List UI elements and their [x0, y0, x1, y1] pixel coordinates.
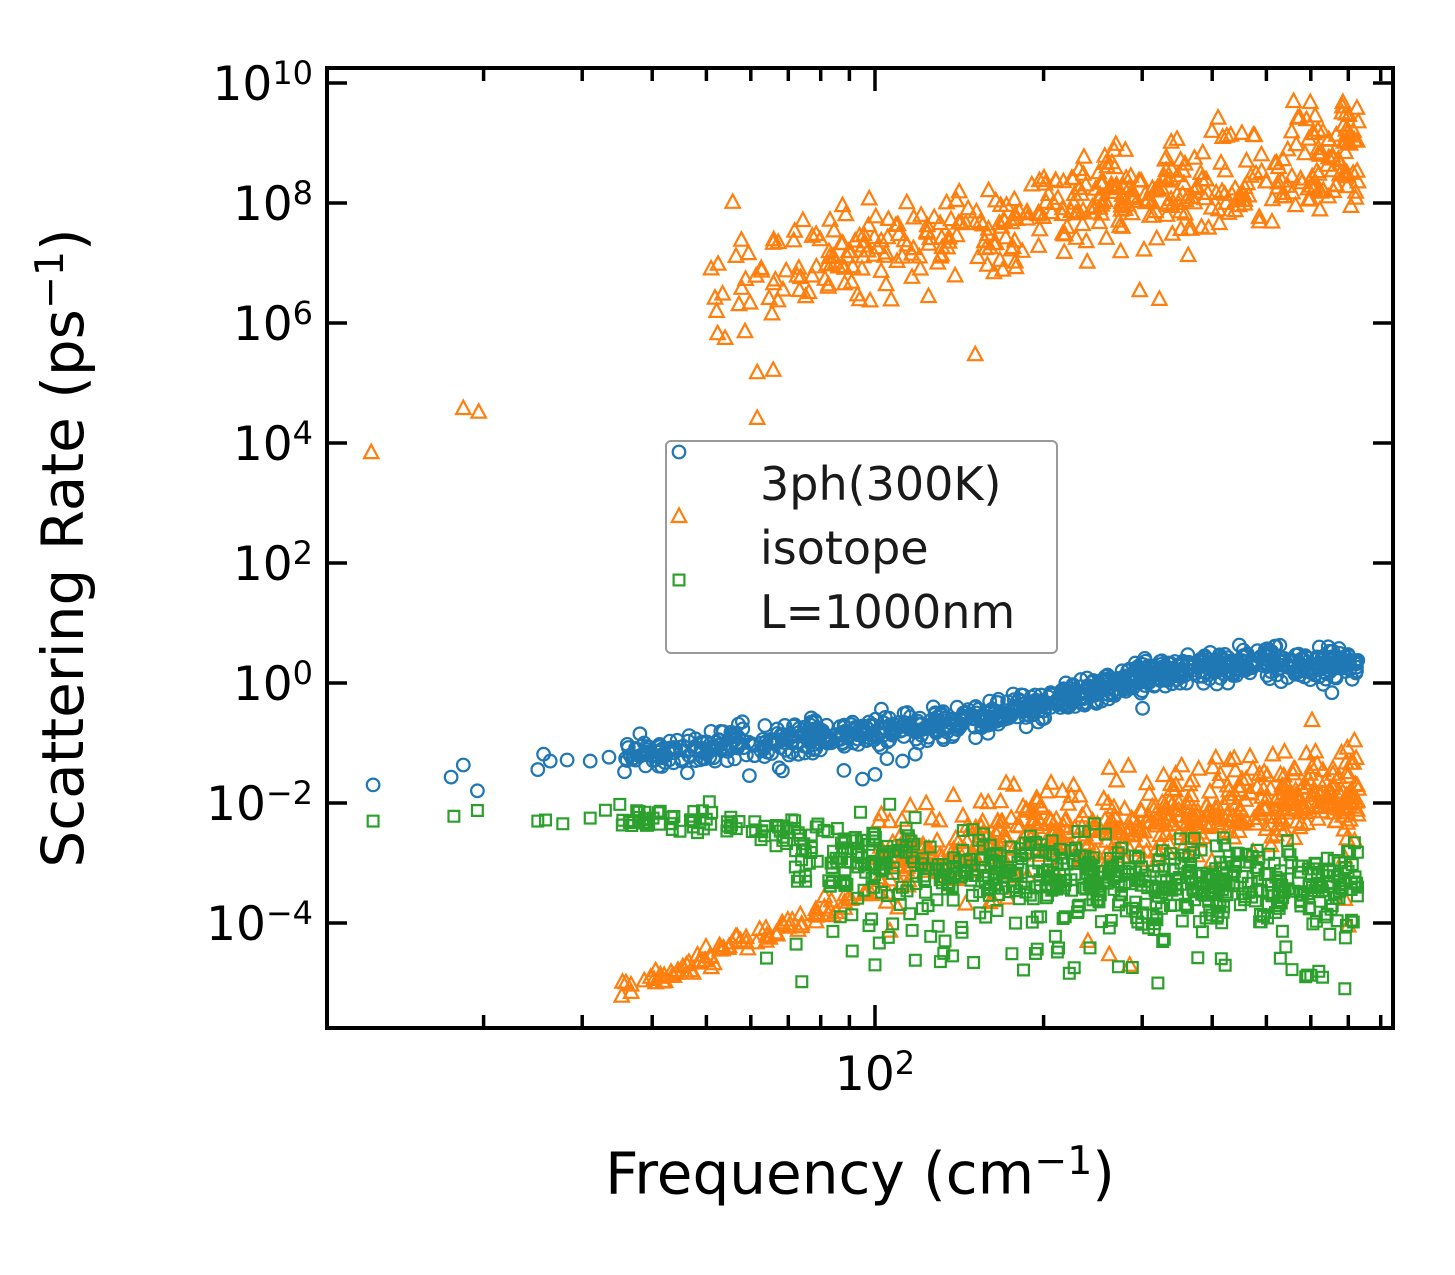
x-axis-label-suffix: ) — [1092, 1139, 1115, 1208]
y-tick-label-1e10: 1010 — [212, 54, 313, 112]
y-tick-label-1e8: 108 — [232, 174, 313, 232]
plot-frame — [325, 66, 1395, 1030]
legend-box: 3ph(300K) isotope L=1000nm — [665, 440, 1058, 654]
y-tick-label-1e0: 100 — [232, 654, 313, 712]
y-tick-label-1e-4: 10−4 — [206, 894, 313, 952]
legend-label-isotope: isotope — [760, 521, 929, 575]
series-3ph-300k- — [365, 637, 1366, 799]
series-l-1000nm — [366, 795, 1364, 996]
y-tick-label-1e-2: 10−2 — [206, 774, 313, 832]
legend-label-3ph: 3ph(300K) — [760, 457, 1002, 511]
y-tick-label-1e2: 102 — [232, 534, 313, 592]
legend-entry-3ph: 3ph(300K) — [667, 444, 1056, 516]
circle-marker-icon — [671, 444, 687, 460]
y-axis-label: Scattering Rate (ps−1) — [27, 228, 97, 867]
y-tick-label-1e6: 106 — [232, 294, 313, 352]
axis-ticks — [327, 68, 1393, 1028]
legend-entry-isotope: isotope — [667, 506, 1056, 580]
legend-label-l1000nm: L=1000nm — [760, 585, 1016, 639]
triangle-marker-icon — [669, 506, 689, 524]
y-axis-label-text: Scattering Rate (ps — [28, 309, 97, 868]
y-tick-labels: 1010 108 106 104 102 100 10−2 10−4 — [0, 0, 313, 1275]
x-tick-label-1e2: 102 — [834, 1044, 916, 1102]
y-axis-label-suffix: ) — [28, 228, 97, 252]
x-axis-label: Frequency (cm−1) — [605, 1138, 1115, 1208]
square-marker-icon — [672, 573, 686, 587]
y-axis-label-sup: −1 — [27, 251, 74, 310]
x-axis-label-sup: −1 — [1034, 1138, 1093, 1184]
x-axis-label-text: Frequency (cm — [605, 1139, 1035, 1208]
legend-entry-l1000nm: L=1000nm — [667, 573, 1056, 644]
y-tick-label-1e4: 104 — [232, 414, 313, 472]
